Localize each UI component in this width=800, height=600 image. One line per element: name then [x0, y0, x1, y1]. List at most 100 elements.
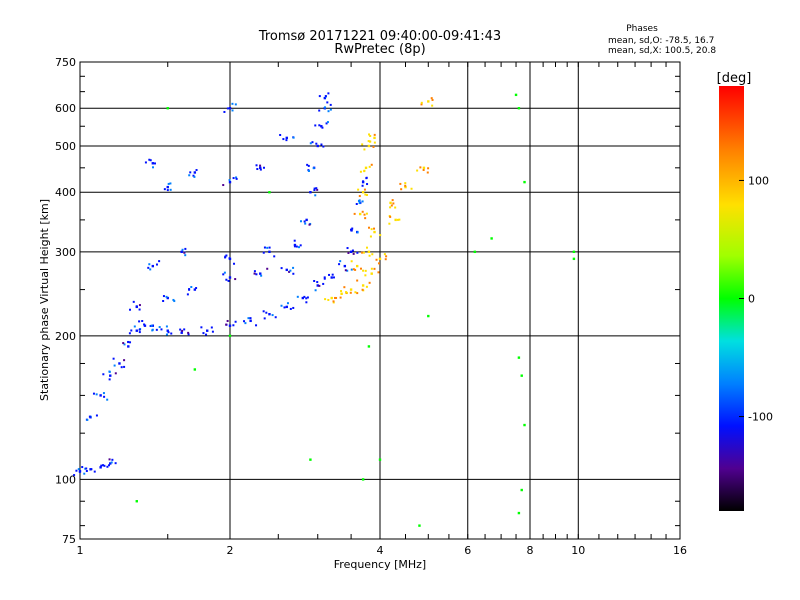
x-tick-label: 16 — [673, 544, 687, 557]
x-gridlines — [229, 62, 579, 539]
data-point — [129, 341, 132, 344]
data-point — [152, 166, 155, 169]
data-point — [361, 184, 364, 187]
y-tick-label: 300 — [55, 246, 76, 259]
data-point — [422, 169, 425, 172]
data-point — [160, 328, 163, 331]
data-point — [144, 161, 147, 164]
colorbar-tick-label: 0 — [748, 293, 755, 306]
data-point — [572, 250, 576, 254]
data-point — [365, 212, 368, 215]
data-point — [313, 189, 316, 192]
phase-legend-x: mean, sd,X: 100.5, 20.8 — [608, 46, 716, 56]
y-tick-label: 100 — [55, 473, 76, 486]
data-point — [352, 268, 355, 271]
data-point — [166, 107, 169, 110]
data-point — [280, 304, 283, 307]
data-point — [323, 277, 326, 280]
data-point — [235, 177, 238, 180]
data-point — [366, 183, 369, 186]
data-point — [316, 144, 319, 148]
data-point — [180, 331, 183, 334]
data-point — [349, 250, 353, 254]
data-point — [404, 185, 407, 189]
data-point — [224, 255, 227, 258]
data-point — [271, 314, 274, 317]
data-point — [143, 323, 146, 326]
data-point — [232, 324, 235, 327]
data-point — [368, 281, 371, 284]
data-point — [75, 469, 78, 472]
data-point — [166, 329, 169, 332]
data-point — [332, 300, 335, 303]
data-point — [183, 251, 186, 254]
data-point — [378, 257, 382, 261]
data-point — [138, 328, 141, 331]
data-point — [297, 246, 300, 249]
data-point — [150, 324, 153, 327]
data-point — [100, 464, 103, 467]
data-point — [373, 136, 376, 140]
data-point — [350, 229, 353, 232]
data-point — [288, 270, 291, 273]
data-point — [327, 92, 330, 95]
data-point — [321, 126, 324, 129]
data-point — [268, 191, 271, 194]
data-point — [234, 278, 237, 281]
data-point — [158, 326, 161, 329]
data-point — [170, 332, 173, 335]
data-point — [99, 466, 102, 469]
data-point — [292, 136, 295, 139]
data-point — [148, 263, 151, 266]
data-point — [389, 201, 392, 205]
data-point — [304, 222, 307, 225]
data-points — [73, 92, 576, 527]
data-point — [356, 279, 359, 282]
data-point — [193, 368, 197, 371]
data-point — [306, 296, 309, 299]
data-point — [263, 246, 266, 249]
data-point — [135, 500, 138, 503]
data-point — [123, 343, 126, 346]
data-point — [256, 168, 259, 171]
data-point — [132, 300, 135, 303]
data-point — [227, 279, 230, 282]
data-point — [309, 142, 312, 145]
data-point — [364, 166, 368, 170]
data-point — [309, 191, 312, 194]
data-point — [307, 164, 310, 167]
data-point — [109, 374, 112, 377]
x-tick-label: 6 — [464, 544, 471, 557]
data-point — [262, 166, 265, 169]
data-point — [244, 322, 247, 325]
x-tick-label: 1 — [77, 544, 84, 557]
data-point — [303, 295, 306, 298]
data-point — [106, 398, 109, 401]
data-point — [85, 470, 88, 473]
data-point — [383, 253, 386, 256]
data-point — [169, 182, 172, 185]
data-point — [141, 320, 144, 323]
data-point — [102, 464, 105, 467]
data-point — [324, 95, 327, 98]
data-point — [370, 163, 373, 166]
data-point — [361, 143, 364, 146]
data-point — [372, 145, 375, 148]
data-point — [114, 372, 117, 375]
data-point — [320, 143, 323, 146]
data-point — [322, 282, 325, 285]
data-point — [108, 458, 111, 461]
data-point — [369, 140, 372, 143]
data-point — [373, 227, 376, 230]
data-point — [426, 171, 429, 174]
data-point — [369, 235, 372, 238]
data-point — [517, 107, 521, 110]
data-point — [228, 179, 231, 182]
data-point — [255, 324, 258, 327]
data-point — [307, 169, 310, 172]
data-point — [173, 300, 176, 303]
data-point — [361, 284, 365, 287]
colorbar-ticks: 100 0 -100 — [739, 174, 773, 424]
data-point — [118, 362, 121, 365]
colorbar-label: [deg] — [717, 71, 752, 86]
